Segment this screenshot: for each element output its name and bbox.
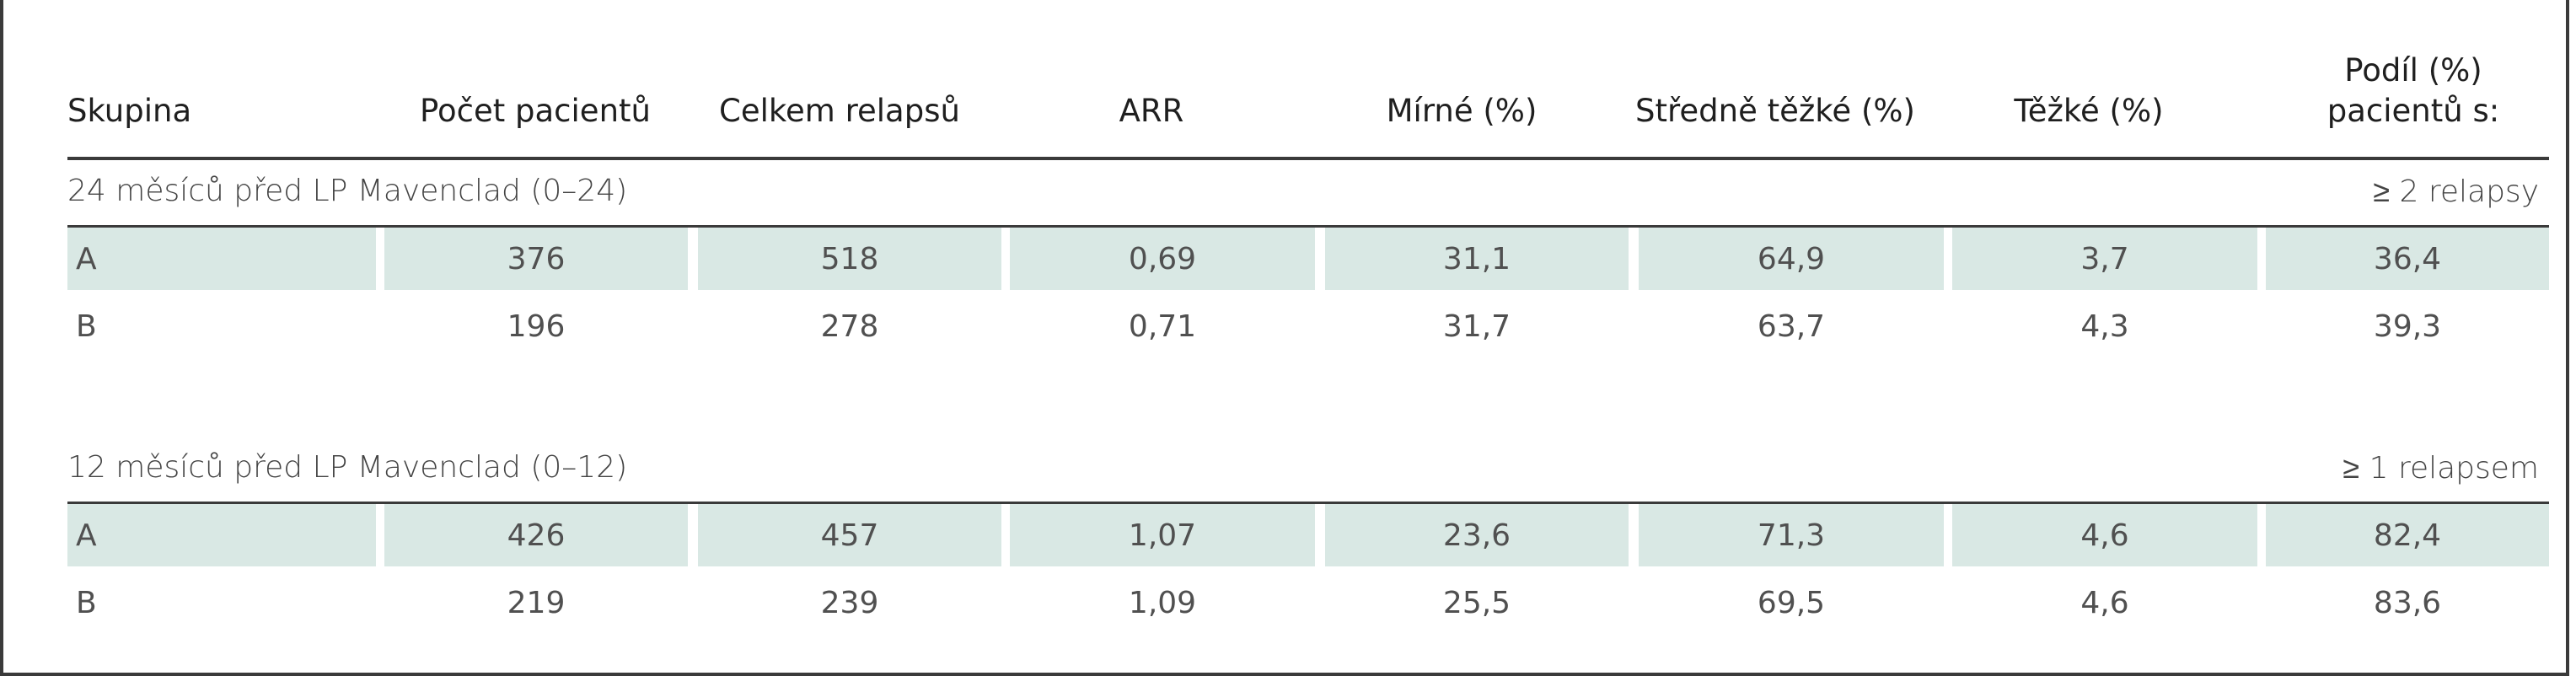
cell-celkem-relapsu: 239 <box>820 585 879 620</box>
section-note: ≥ 1 relapsem <box>2343 451 2539 486</box>
cell-stredne-tezke: 64,9 <box>1639 228 1944 290</box>
cell-mirne: 23,6 <box>1325 504 1629 566</box>
cell-stredne-tezke: 69,5 <box>1757 585 1826 620</box>
cell-mirne: 25,5 <box>1442 585 1511 620</box>
cell-pocet-pacientu: 219 <box>507 585 566 620</box>
table-row: A 376 518 0,69 31,1 64,9 3,7 36,4 <box>67 228 2549 290</box>
table-header: Skupina Počet pacientů Celkem relapsů AR… <box>67 0 2549 160</box>
cell-pocet-pacientu: 376 <box>384 228 688 290</box>
header-pocet-pacientu: Počet pacientů <box>420 93 651 129</box>
cell-podil: 36,4 <box>2266 228 2549 290</box>
cell-arr: 0,69 <box>1010 228 1315 290</box>
cell-podil: 83,6 <box>2373 585 2442 620</box>
section-24-months: 24 měsíců před LP Mavenclad (0–24) ≥ 2 r… <box>67 160 2549 228</box>
cell-stredne-tezke: 71,3 <box>1639 504 1944 566</box>
cell-tezke: 4,6 <box>2080 585 2129 620</box>
table-row: B 196 278 0,71 31,7 63,7 4,3 39,3 <box>67 295 2549 357</box>
cell-mirne: 31,7 <box>1442 308 1511 344</box>
cell-celkem-relapsu: 518 <box>698 228 1001 290</box>
cell-skupina: B <box>76 308 97 344</box>
header-skupina: Skupina <box>67 93 192 129</box>
cell-podil: 82,4 <box>2266 504 2549 566</box>
cell-arr: 1,09 <box>1128 585 1197 620</box>
header-tezke: Těžké (%) <box>2014 93 2164 129</box>
cell-arr: 0,71 <box>1128 308 1197 344</box>
header-stredne-tezke: Středně těžké (%) <box>1635 93 1915 129</box>
cell-podil: 39,3 <box>2373 308 2442 344</box>
section-note: ≥ 2 relapsy <box>2373 174 2539 209</box>
table-row: B 219 239 1,09 25,5 69,5 4,6 83,6 <box>67 571 2549 634</box>
header-mirne: Mírné (%) <box>1386 93 1538 129</box>
cell-arr: 1,07 <box>1010 504 1315 566</box>
cell-celkem-relapsu: 457 <box>698 504 1001 566</box>
header-podil-pacientu: Podíl (%) pacientů s: <box>2326 52 2500 129</box>
cell-skupina: A <box>67 228 376 290</box>
header-arr: ARR <box>1119 93 1184 129</box>
cell-skupina: A <box>67 504 376 566</box>
section-12-months: 12 měsíců před LP Mavenclad (0–12) ≥ 1 r… <box>67 437 2549 504</box>
cell-mirne: 31,1 <box>1325 228 1629 290</box>
section-title: 24 měsíců před LP Mavenclad (0–24) <box>67 174 628 208</box>
cell-stredne-tezke: 63,7 <box>1757 308 1826 344</box>
cell-pocet-pacientu: 196 <box>507 308 566 344</box>
cell-pocet-pacientu: 426 <box>384 504 688 566</box>
header-celkem-relapsu: Celkem relapsů <box>719 93 960 129</box>
cell-tezke: 4,3 <box>2080 308 2129 344</box>
cell-tezke: 4,6 <box>1952 504 2257 566</box>
cell-celkem-relapsu: 278 <box>820 308 879 344</box>
cell-skupina: B <box>76 585 97 620</box>
cell-tezke: 3,7 <box>1952 228 2257 290</box>
section-title: 12 měsíců před LP Mavenclad (0–12) <box>67 450 628 485</box>
table-row: A 426 457 1,07 23,6 71,3 4,6 82,4 <box>67 504 2549 566</box>
